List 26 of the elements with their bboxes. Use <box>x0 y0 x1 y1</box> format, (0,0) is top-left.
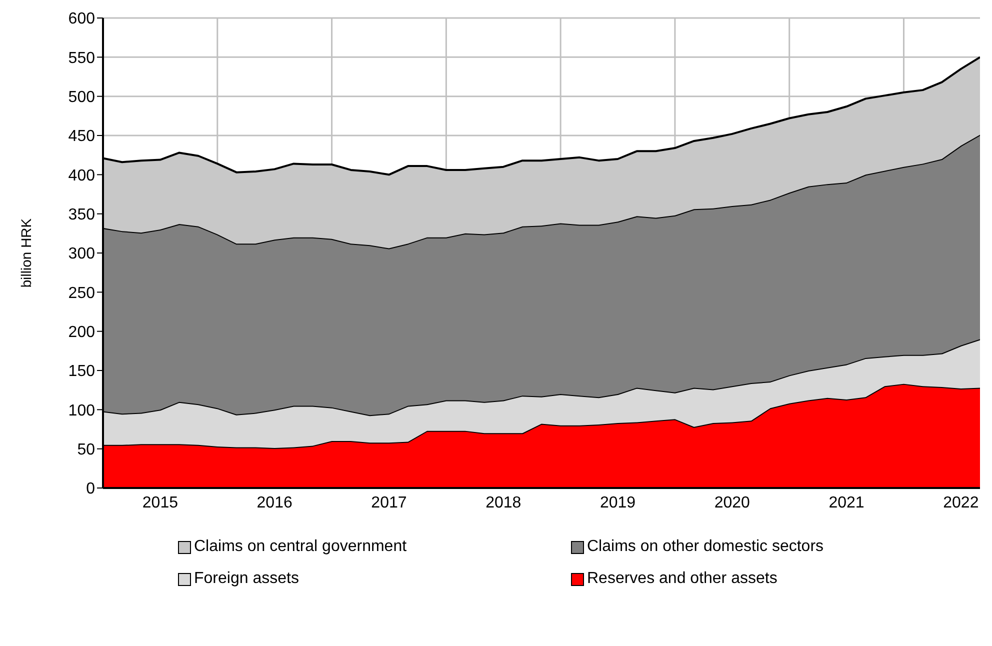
y-tick-label: 600 <box>68 10 96 28</box>
y-tick-label: 550 <box>68 50 96 67</box>
x-tick-label: 2016 <box>256 494 292 512</box>
y-tick-label: 150 <box>68 363 96 380</box>
y-tick-label: 0 <box>86 480 96 498</box>
y-tick-label: 350 <box>68 206 96 224</box>
x-tick-label: 2015 <box>142 494 178 512</box>
y-tick-label: 200 <box>68 324 96 342</box>
y-axis-title: billion HRK <box>18 218 34 288</box>
y-tick-label: 400 <box>68 167 96 184</box>
legend-label: Reserves and other assets <box>587 570 778 588</box>
legend-label: Claims on central government <box>194 538 407 556</box>
x-tick-label: 2019 <box>600 494 636 512</box>
y-tick-label: 500 <box>68 89 96 106</box>
y-tick-label: 450 <box>68 128 96 146</box>
y-tick-label: 100 <box>68 402 96 420</box>
legend-label: Claims on other domestic sectors <box>587 538 824 556</box>
y-tick-label: 250 <box>68 284 96 302</box>
x-tick-label: 2021 <box>828 494 864 512</box>
y-tick-label: 50 <box>77 442 96 459</box>
x-tick-label: 2017 <box>371 494 407 512</box>
x-tick-label: 2022 <box>943 494 979 512</box>
y-tick-label: 300 <box>68 246 96 263</box>
legend-label: Foreign assets <box>194 570 299 588</box>
x-tick-label: 2018 <box>486 494 522 512</box>
x-tick-label: 2020 <box>714 494 750 512</box>
